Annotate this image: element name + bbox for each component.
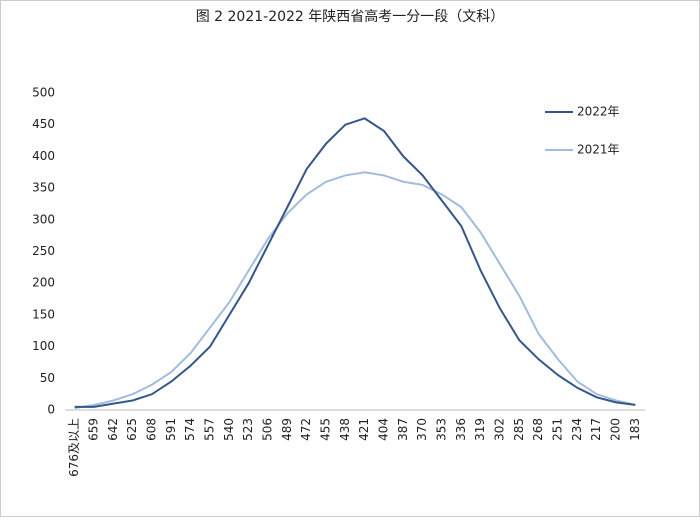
- x-tick-label: 557: [203, 418, 217, 441]
- x-tick-label: 183: [628, 418, 642, 441]
- x-tick-label: 608: [145, 418, 159, 441]
- legend-label: 2022年: [577, 105, 620, 119]
- y-tick-label: 350: [32, 181, 55, 195]
- y-tick-label: 400: [32, 149, 55, 163]
- x-tick-label: 642: [106, 418, 120, 441]
- series-line: [74, 117, 636, 408]
- x-tick-label: 676及以上: [67, 418, 81, 477]
- x-tick-label: 217: [589, 418, 603, 441]
- x-tick-label: 421: [357, 418, 371, 441]
- x-tick-label: 370: [415, 418, 429, 441]
- x-tick-label: 455: [319, 418, 333, 441]
- y-tick-label: 100: [32, 339, 55, 353]
- legend-label: 2021年: [577, 143, 620, 157]
- y-tick-label: 500: [32, 86, 55, 100]
- x-tick-label: 523: [241, 418, 255, 441]
- x-tick-label: 489: [280, 418, 294, 441]
- x-tick-label: 319: [473, 418, 487, 441]
- y-tick-label: 200: [32, 276, 55, 290]
- x-tick-label: 387: [396, 418, 410, 441]
- x-tick-label: 540: [222, 418, 236, 441]
- x-tick-label: 200: [609, 418, 623, 441]
- y-tick-label: 300: [32, 212, 55, 226]
- chart-title: 图 2 2021-2022 年陕西省高考一分一段（文科）: [196, 8, 505, 25]
- x-tick-label: 285: [512, 418, 526, 441]
- x-tick-label: 659: [87, 418, 101, 441]
- x-tick-label: 438: [338, 418, 352, 441]
- x-tick-label: 353: [435, 418, 449, 441]
- x-tick-label: 234: [570, 418, 584, 441]
- x-tick-label: 472: [299, 418, 313, 441]
- series-line: [74, 171, 636, 410]
- x-tick-label: 574: [183, 418, 197, 441]
- x-tick-label: 302: [493, 418, 507, 441]
- x-tick-label: 251: [551, 418, 565, 441]
- x-tick-label: 336: [454, 418, 468, 441]
- x-tick-label: 591: [164, 418, 178, 441]
- x-tick-label: 404: [377, 418, 391, 441]
- y-tick-label: 450: [32, 117, 55, 131]
- y-tick-label: 150: [32, 307, 55, 321]
- y-tick-label: 250: [32, 244, 55, 258]
- y-tick-label: 0: [47, 403, 55, 417]
- x-tick-label: 268: [531, 418, 545, 441]
- x-tick-label: 625: [125, 418, 139, 441]
- x-tick-label: 506: [261, 418, 275, 441]
- y-tick-label: 50: [40, 371, 55, 385]
